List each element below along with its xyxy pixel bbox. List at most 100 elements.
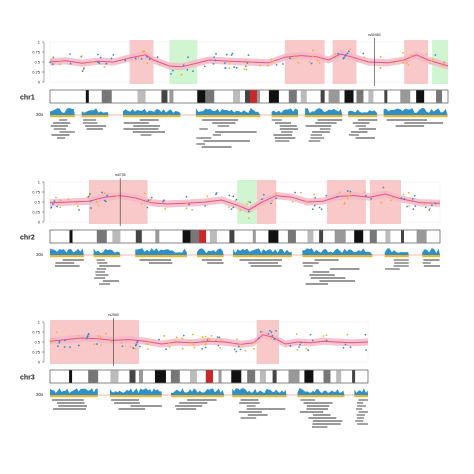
marker-label: rs6735	[115, 173, 126, 177]
cytoband	[197, 90, 209, 103]
data-point	[215, 339, 218, 342]
data-point	[244, 59, 247, 62]
data-point	[239, 348, 242, 351]
data-point	[98, 62, 101, 65]
data-point	[217, 344, 220, 347]
coverage-area	[171, 388, 225, 395]
data-point	[215, 52, 217, 55]
data-point	[104, 200, 107, 203]
data-point	[273, 338, 276, 341]
data-point	[311, 49, 314, 52]
data-point	[78, 209, 80, 211]
coverage-area	[348, 109, 378, 115]
data-point	[402, 51, 404, 54]
data-point	[382, 186, 385, 189]
coverage-band	[422, 255, 440, 258]
data-point	[405, 61, 408, 64]
data-point	[69, 62, 72, 65]
data-point	[192, 333, 194, 336]
gain-region	[369, 180, 401, 224]
cytoband	[135, 230, 142, 243]
coverage-band	[384, 255, 409, 258]
coverage-label: 30x	[36, 112, 44, 117]
coverage-area	[196, 248, 224, 255]
data-point	[63, 346, 66, 348]
cytoband	[245, 90, 251, 103]
data-point	[135, 343, 138, 346]
data-point	[275, 63, 278, 66]
coverage-area	[50, 388, 98, 395]
data-point	[192, 343, 195, 346]
data-point	[69, 53, 71, 55]
data-point	[105, 62, 108, 65]
data-point	[305, 347, 307, 350]
data-point	[87, 195, 90, 198]
cytoband	[252, 230, 256, 243]
data-point	[168, 346, 171, 348]
cytoband	[416, 230, 427, 243]
data-point	[204, 346, 207, 349]
data-point	[175, 336, 178, 339]
data-point	[181, 347, 184, 350]
coverage-band	[50, 115, 75, 118]
panel-chr2	[42, 178, 441, 285]
cytoband	[354, 230, 364, 243]
data-point	[182, 64, 185, 67]
data-point	[185, 195, 188, 198]
data-point	[228, 61, 231, 64]
coverage-area	[50, 248, 84, 255]
data-point	[103, 192, 106, 194]
data-point	[434, 202, 437, 205]
trend-line	[49, 334, 369, 345]
data-point	[202, 339, 205, 342]
data-point	[294, 191, 297, 194]
coverage-band	[348, 115, 378, 118]
data-point	[274, 192, 277, 195]
data-point	[247, 210, 250, 213]
data-point	[146, 206, 149, 209]
data-point	[203, 65, 206, 68]
coverage-area	[135, 248, 187, 255]
data-point	[112, 54, 115, 56]
coverage-area	[302, 248, 373, 255]
data-point	[134, 57, 137, 60]
data-point	[147, 199, 150, 202]
data-point	[85, 337, 88, 340]
data-point	[270, 202, 272, 205]
data-point	[56, 345, 59, 348]
data-point	[146, 55, 149, 58]
data-point	[400, 197, 403, 199]
data-point	[97, 204, 100, 207]
y-tick-label: 0.25	[32, 210, 41, 215]
data-point	[247, 217, 250, 220]
coverage-area	[232, 388, 287, 395]
data-point	[52, 56, 55, 59]
data-point	[267, 333, 270, 335]
coverage-area	[271, 108, 299, 115]
data-point	[271, 334, 274, 337]
data-point	[322, 335, 325, 337]
data-point	[349, 48, 351, 51]
data-point	[201, 348, 204, 350]
data-point	[428, 209, 431, 211]
data-point	[391, 196, 394, 199]
data-point	[245, 68, 248, 71]
data-point	[82, 69, 84, 72]
data-point	[95, 201, 98, 204]
data-point	[291, 57, 294, 60]
centromere	[249, 90, 257, 103]
cytoband	[189, 370, 197, 383]
data-point	[120, 341, 123, 344]
coverage-area	[81, 108, 109, 115]
data-point	[235, 198, 238, 201]
cytoband	[368, 90, 374, 103]
y-tick-label: 0.5	[34, 200, 40, 205]
data-point	[299, 343, 301, 346]
data-point	[97, 61, 99, 64]
marker-label: rs2960	[108, 313, 119, 317]
data-point	[76, 205, 79, 208]
data-point	[408, 205, 410, 207]
data-point	[237, 345, 240, 348]
data-point	[228, 206, 230, 208]
data-point	[244, 65, 247, 68]
